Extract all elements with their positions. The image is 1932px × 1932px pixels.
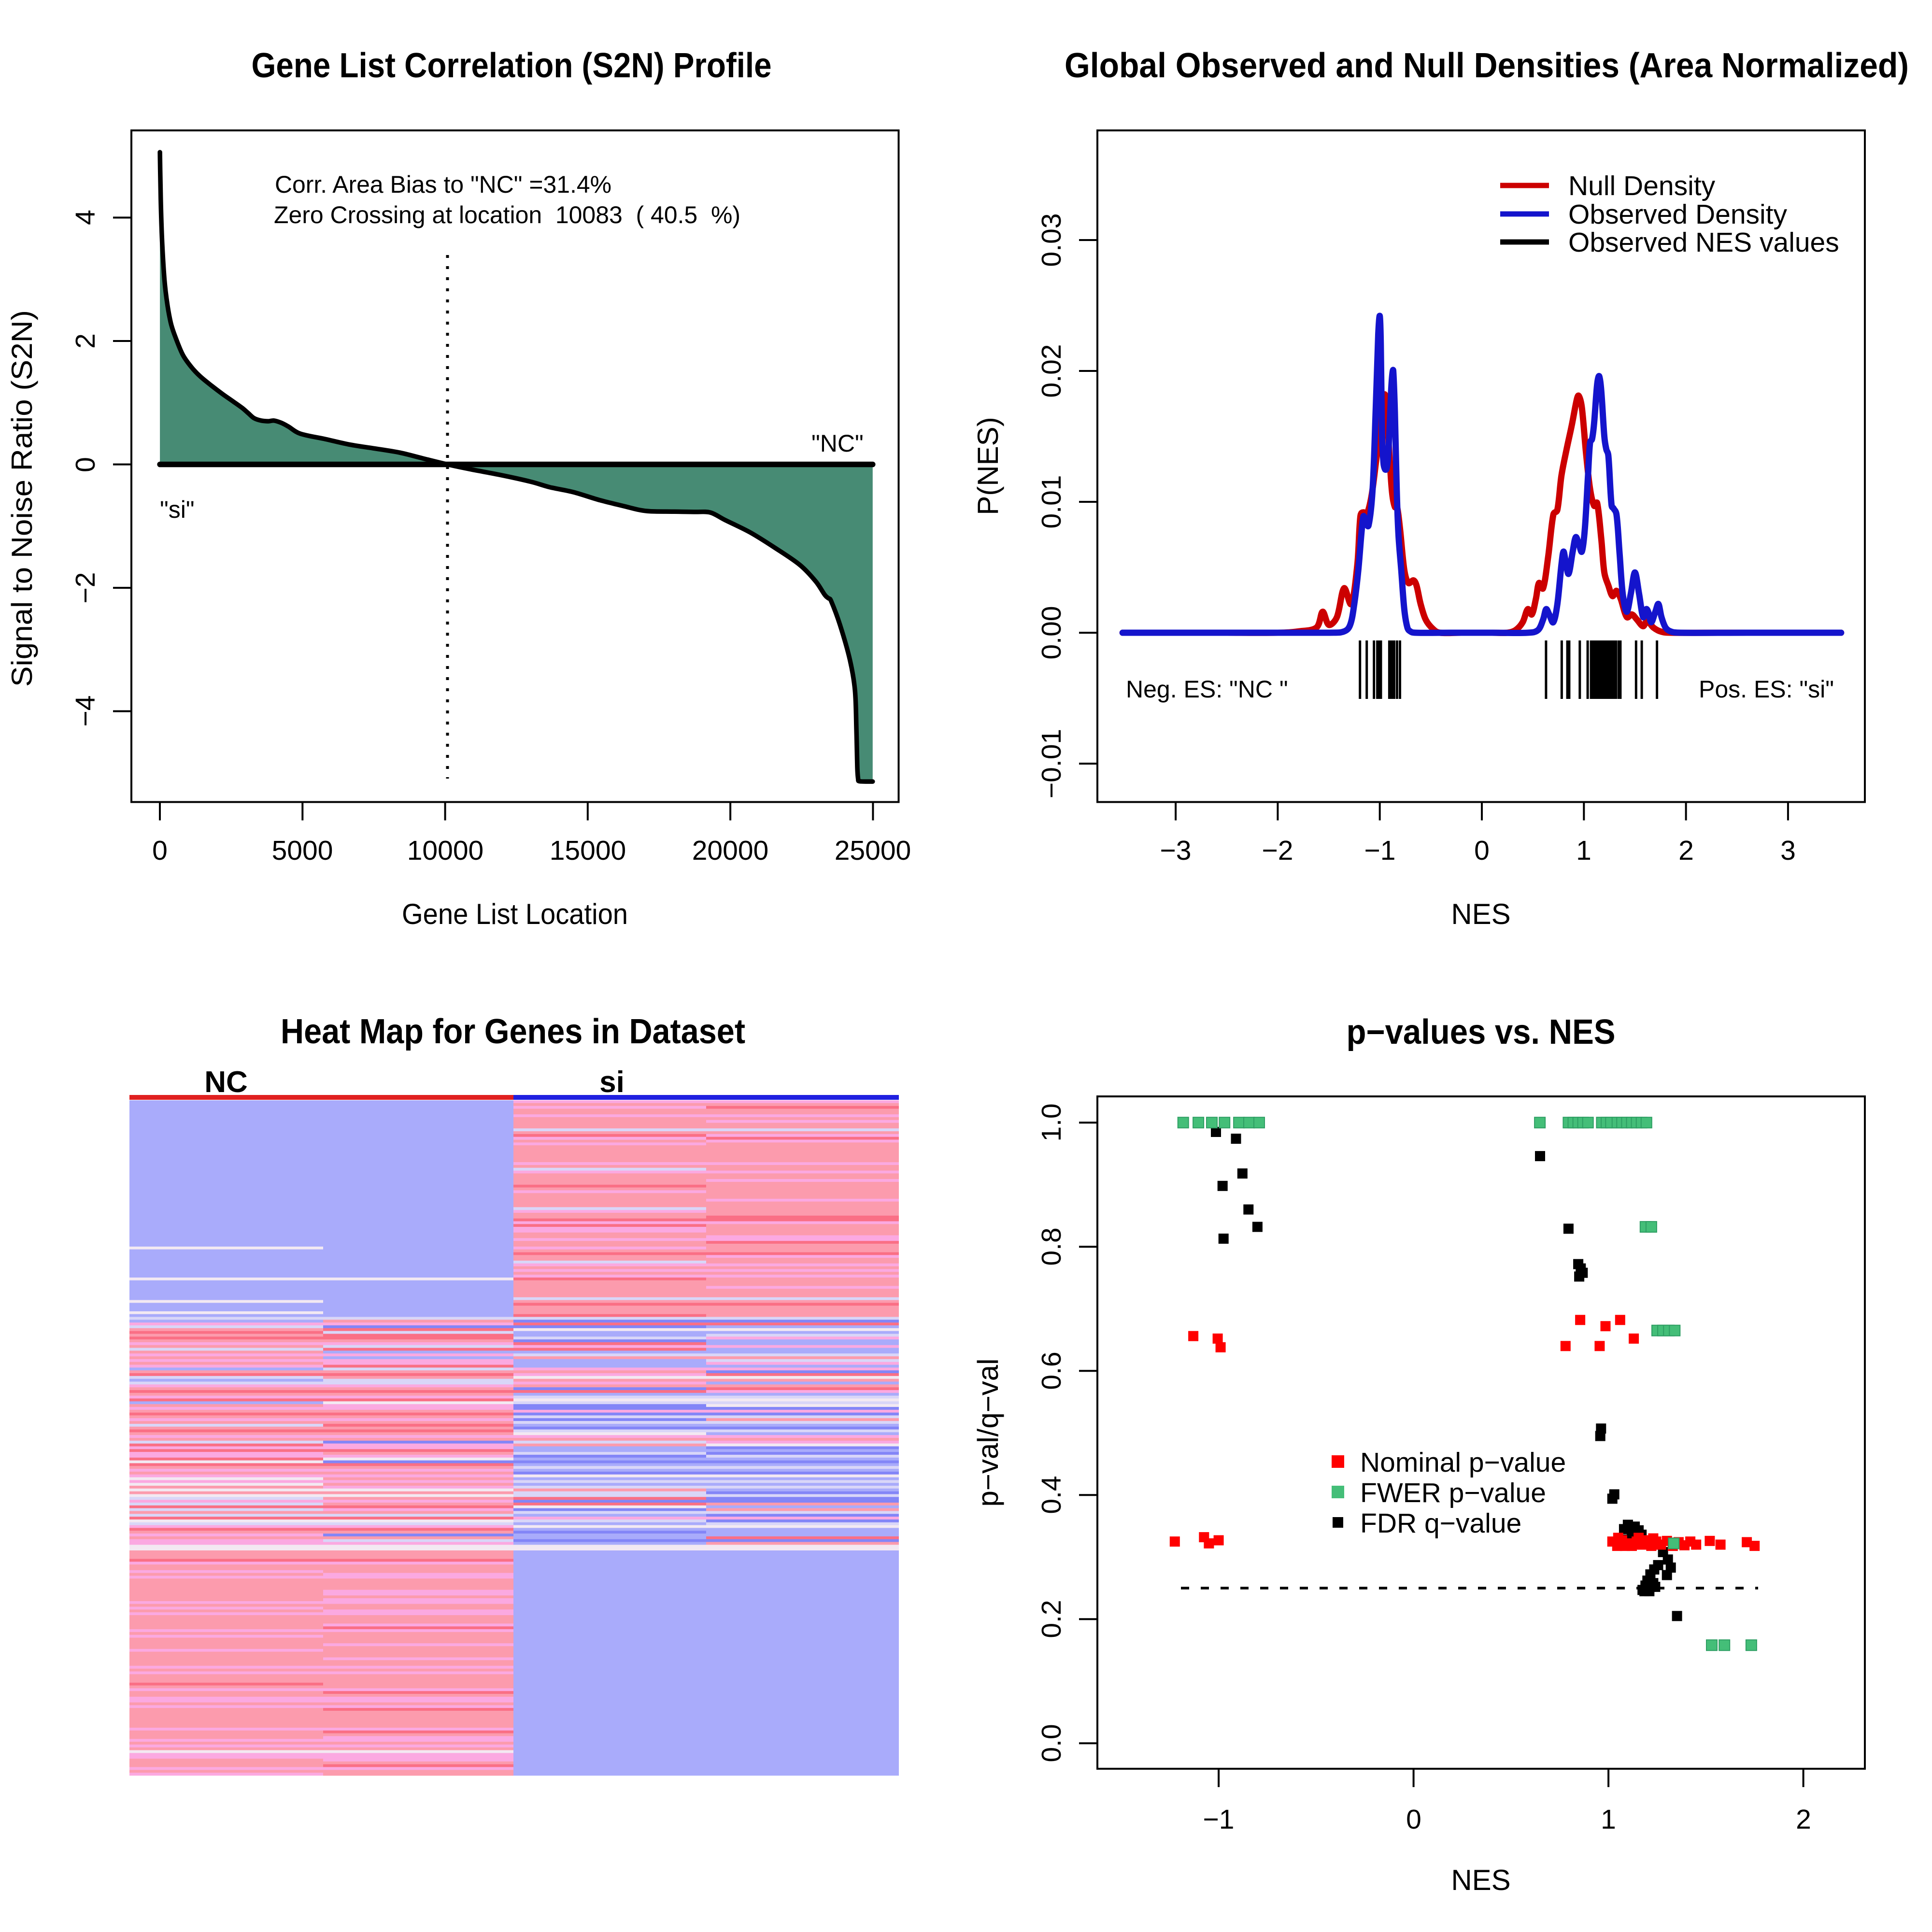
svg-text:−4: −4 bbox=[70, 696, 101, 727]
svg-text:0.03: 0.03 bbox=[1036, 213, 1067, 267]
svg-text:0.0: 0.0 bbox=[1036, 1724, 1067, 1762]
svg-text:−0.01: −0.01 bbox=[1036, 729, 1067, 798]
svg-text:0.4: 0.4 bbox=[1036, 1476, 1067, 1514]
svg-text:−2: −2 bbox=[1262, 835, 1293, 866]
svg-text:FWER p−value: FWER p−value bbox=[1360, 1477, 1546, 1508]
svg-text:0: 0 bbox=[1474, 835, 1490, 866]
svg-text:NES: NES bbox=[1451, 898, 1510, 930]
svg-text:Neg. ES: "NC ": Neg. ES: "NC " bbox=[1126, 676, 1288, 703]
svg-text:NES: NES bbox=[1451, 1864, 1510, 1896]
svg-text:Observed Density: Observed Density bbox=[1568, 199, 1788, 230]
svg-text:−2: −2 bbox=[70, 572, 101, 604]
svg-text:25000: 25000 bbox=[835, 835, 911, 866]
svg-text:Observed NES values: Observed NES values bbox=[1568, 227, 1839, 258]
svg-text:0: 0 bbox=[70, 457, 101, 472]
svg-text:20000: 20000 bbox=[692, 835, 769, 866]
svg-text:1: 1 bbox=[1601, 1804, 1616, 1835]
svg-text:Zero Crossing at location 100: Zero Crossing at location 10083 ( 40.5 %… bbox=[274, 201, 740, 228]
svg-text:p−values vs. NES: p−values vs. NES bbox=[1347, 1013, 1616, 1051]
svg-text:0: 0 bbox=[152, 835, 168, 866]
svg-text:1.0: 1.0 bbox=[1036, 1103, 1067, 1141]
svg-text:15000: 15000 bbox=[550, 835, 626, 866]
svg-text:Null Density: Null Density bbox=[1568, 170, 1716, 201]
svg-text:si: si bbox=[599, 1065, 625, 1099]
svg-text:Gene List Location: Gene List Location bbox=[402, 898, 628, 930]
svg-text:2: 2 bbox=[1796, 1804, 1811, 1835]
svg-text:FDR q−value: FDR q−value bbox=[1360, 1508, 1521, 1539]
svg-text:2: 2 bbox=[1678, 835, 1694, 866]
svg-text:2: 2 bbox=[70, 333, 101, 349]
svg-text:3: 3 bbox=[1780, 835, 1796, 866]
svg-text:0.01: 0.01 bbox=[1036, 475, 1067, 529]
svg-text:Gene List Correlation (S2N) Pr: Gene List Correlation (S2N) Profile bbox=[252, 46, 772, 85]
svg-text:"si": "si" bbox=[160, 496, 195, 523]
svg-text:0.8: 0.8 bbox=[1036, 1227, 1067, 1265]
svg-text:Corr. Area Bias to "NC" =31.4%: Corr. Area Bias to "NC" =31.4% bbox=[275, 171, 611, 198]
svg-text:Nominal p−value: Nominal p−value bbox=[1360, 1447, 1566, 1478]
svg-text:p−val/q−val: p−val/q−val bbox=[972, 1359, 1004, 1507]
svg-text:NC: NC bbox=[204, 1065, 248, 1099]
svg-text:1: 1 bbox=[1576, 835, 1591, 866]
svg-text:−1: −1 bbox=[1203, 1804, 1235, 1835]
svg-text:Pos. ES: "si": Pos. ES: "si" bbox=[1699, 676, 1834, 703]
svg-text:P(NES): P(NES) bbox=[972, 417, 1004, 515]
svg-text:−3: −3 bbox=[1160, 835, 1192, 866]
svg-text:5000: 5000 bbox=[272, 835, 333, 866]
svg-text:0.02: 0.02 bbox=[1036, 344, 1067, 398]
svg-text:0.00: 0.00 bbox=[1036, 606, 1067, 660]
svg-text:Heat Map for Genes in Dataset: Heat Map for Genes in Dataset bbox=[281, 1012, 745, 1051]
svg-text:Signal to Noise Ratio (S2N): Signal to Noise Ratio (S2N) bbox=[6, 310, 38, 687]
svg-text:Global Observed and Null Densi: Global Observed and Null Densities (Area… bbox=[1065, 46, 1909, 85]
svg-text:"NC": "NC" bbox=[811, 430, 864, 457]
svg-text:0.6: 0.6 bbox=[1036, 1351, 1067, 1390]
svg-text:−1: −1 bbox=[1364, 835, 1396, 866]
svg-text:4: 4 bbox=[70, 210, 101, 225]
svg-text:10000: 10000 bbox=[407, 835, 484, 866]
svg-text:0: 0 bbox=[1406, 1804, 1421, 1835]
svg-text:0.2: 0.2 bbox=[1036, 1600, 1067, 1638]
